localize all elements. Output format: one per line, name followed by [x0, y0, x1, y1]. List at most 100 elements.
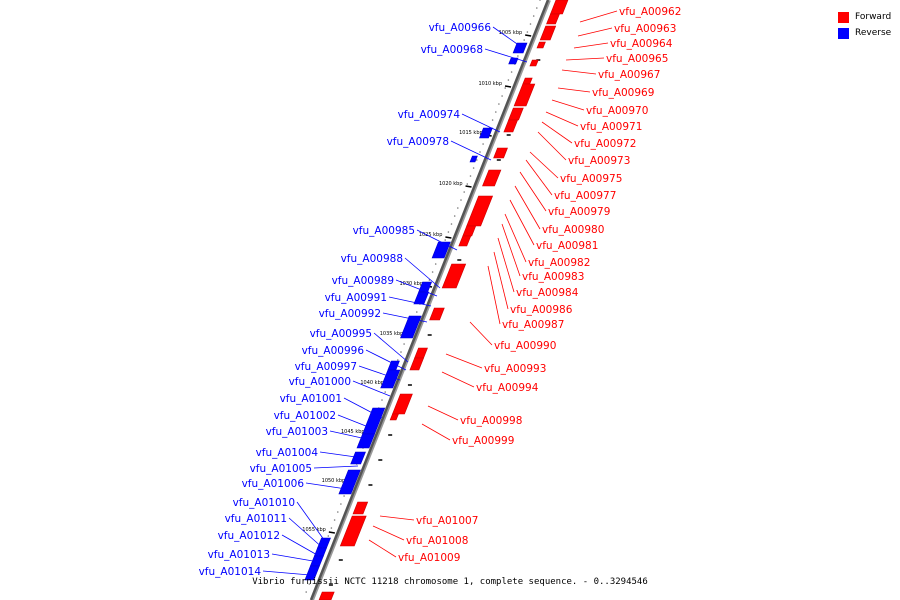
guide-dot — [536, 7, 538, 9]
guide-dot — [523, 39, 525, 41]
forward-gene-label: vfu_A00977 — [554, 190, 616, 202]
reverse-gene-block — [400, 315, 422, 339]
guide-dot — [526, 31, 529, 33]
guide-dot — [381, 399, 383, 401]
tick-label: 1020 kbp — [439, 181, 463, 187]
reverse-gene-label: vfu_A00985 — [353, 225, 415, 237]
forward-gene-leader — [541, 121, 573, 144]
forward-gene-block — [493, 147, 508, 159]
reverse-gene-leader — [337, 414, 377, 431]
forward-gene-leader — [565, 57, 605, 61]
forward-gene-block — [409, 357, 425, 371]
guide-dot — [434, 263, 437, 265]
forward-gene-label: vfu_A00981 — [536, 240, 598, 252]
tick-label: 1045 kbp — [341, 429, 365, 435]
forward-gene-label: vfu_A01008 — [406, 535, 468, 547]
forward-gene-leader — [509, 199, 535, 246]
sequence-caption: Vibrio furnissii NCTC 11218 chromosome 1… — [252, 577, 648, 587]
tick-label: 1010 kbp — [478, 81, 502, 87]
reverse-gene-label: vfu_A00968 — [421, 44, 483, 56]
forward-gene-block — [508, 107, 524, 121]
reverse-gene-leader — [416, 229, 458, 251]
forward-gene-block — [550, 0, 569, 15]
forward-gene-leader — [529, 151, 559, 179]
reverse-gene-track: vfu_A00966 vfu_A00968 vfu_A00974 vfu_A00978… — [199, 22, 528, 581]
reverse-gene-label: vfu_A01013 — [208, 549, 270, 561]
forward-gene-label: vfu_A00973 — [568, 155, 630, 167]
reverse-gene-leader — [329, 430, 372, 441]
forward-gene-leader — [493, 251, 509, 310]
reverse-swatch — [838, 27, 849, 39]
forward-gene-block — [536, 41, 546, 49]
guide-dot — [308, 583, 311, 585]
forward-gene-leader — [577, 27, 613, 37]
forward-gene-block — [414, 347, 428, 359]
forward-gene-block — [539, 25, 557, 41]
reverse-gene-label: vfu_A01002 — [274, 410, 336, 422]
forward-gene-block — [466, 195, 494, 227]
forward-gene-label: vfu_A00999 — [452, 435, 514, 447]
reverse-gene-leader — [365, 349, 407, 371]
guide-dot — [466, 183, 469, 185]
forward-gene-label: vfu_A00972 — [574, 138, 636, 150]
reverse-gene-label: vfu_A00966 — [429, 22, 492, 34]
reverse-gene-label: vfu_A01006 — [242, 478, 305, 490]
forward-gene-leader — [573, 42, 609, 49]
reverse-gene-leader — [313, 465, 359, 469]
forward-gene-label: vfu_A00990 — [494, 340, 556, 352]
guide-dot — [400, 351, 402, 353]
forward-gene-leader — [445, 353, 483, 369]
forward-gene-block — [441, 263, 467, 289]
forward-gene-leader — [421, 423, 451, 441]
forward-gene-label: vfu_A00962 — [619, 6, 681, 18]
reverse-gene-label: vfu_A00974 — [398, 109, 461, 121]
legend-reverse: Reverse — [838, 25, 891, 41]
forward-gene-label: vfu_A00987 — [502, 319, 564, 331]
reverse-gene-block — [338, 469, 361, 495]
reverse-gene-block — [508, 57, 519, 65]
forward-gene-leader — [519, 171, 547, 212]
forward-gene-leader — [561, 69, 597, 75]
forward-gene-block — [522, 77, 533, 85]
forward-gene-block — [503, 119, 519, 133]
tick-label: 1005 kbp — [499, 30, 523, 36]
reverse-gene-block — [479, 127, 493, 139]
forward-gene-label: vfu_A00983 — [522, 271, 584, 283]
guide-dot — [460, 199, 462, 201]
forward-gene-label: vfu_A00963 — [614, 23, 676, 35]
guide-dot — [305, 591, 308, 593]
reverse-gene-leader — [404, 257, 441, 289]
guide-dot — [330, 527, 333, 529]
forward-gene-leader — [497, 237, 515, 293]
tick-label: 1050 kbp — [322, 478, 346, 484]
tick-label: 1035 kbp — [380, 331, 404, 337]
forward-gene-label: vfu_A00964 — [610, 38, 673, 50]
guide-dot — [340, 503, 342, 505]
guide-dot — [469, 175, 472, 177]
forward-gene-leader — [551, 99, 585, 111]
guide-dot — [447, 231, 450, 233]
reverse-gene-leader — [461, 113, 501, 133]
reverse-gene-leader — [388, 296, 432, 307]
forward-swatch — [838, 11, 849, 23]
guide-dot — [457, 207, 459, 209]
reverse-gene-label: vfu_A01001 — [280, 393, 342, 405]
legend-forward: Forward — [838, 9, 891, 25]
forward-gene-label: vfu_A00979 — [548, 206, 610, 218]
forward-gene-label: vfu_A01007 — [416, 515, 478, 527]
tick-label: 1030 kbp — [399, 281, 423, 287]
forward-gene-block — [352, 501, 369, 515]
guide-dot — [337, 511, 339, 513]
guide-dot — [532, 15, 535, 17]
forward-gene-label: vfu_A00969 — [592, 87, 654, 99]
reverse-gene-block — [413, 291, 430, 305]
forward-gene-block — [458, 235, 472, 247]
reverse-gene-label: vfu_A01003 — [266, 426, 328, 438]
guide-dot — [491, 119, 494, 121]
forward-gene-label: vfu_A00980 — [542, 224, 604, 236]
guide-dot — [507, 79, 510, 81]
reverse-gene-leader — [484, 48, 528, 63]
guide-dot — [450, 223, 453, 225]
forward-gene-leader — [427, 405, 459, 421]
guide-dot — [472, 167, 475, 169]
